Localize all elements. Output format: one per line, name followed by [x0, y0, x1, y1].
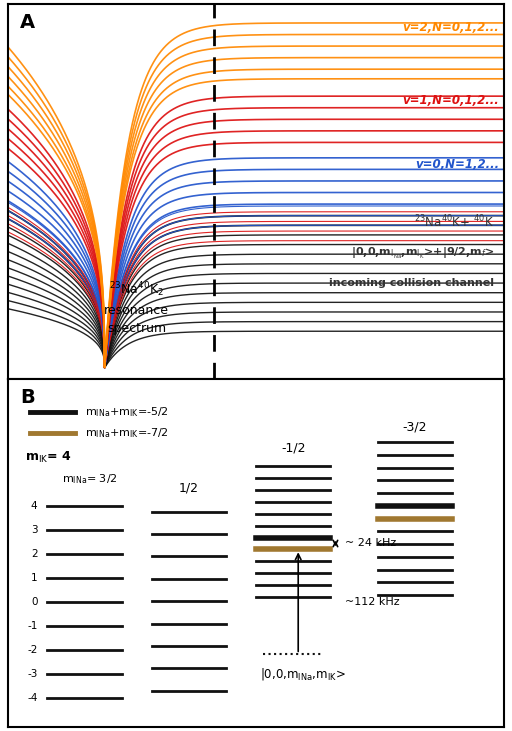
- Text: ~112 kHz: ~112 kHz: [346, 596, 400, 607]
- Text: ~ 24 kHz: ~ 24 kHz: [346, 539, 397, 548]
- Text: v=2,N=0,1,2...: v=2,N=0,1,2...: [402, 20, 499, 34]
- Text: 0: 0: [31, 597, 37, 607]
- Text: m$_{\mathrm{INa}}$+m$_{\mathrm{IK}}$=-5/2: m$_{\mathrm{INa}}$+m$_{\mathrm{IK}}$=-5/…: [84, 406, 168, 420]
- Text: 1: 1: [31, 573, 37, 583]
- Text: |0,0,m$_{\mathrm{INa}}$,m$_{\mathrm{IK}}$>: |0,0,m$_{\mathrm{INa}}$,m$_{\mathrm{IK}}…: [260, 667, 346, 683]
- Text: B: B: [20, 388, 35, 407]
- Text: -3: -3: [27, 669, 37, 679]
- Text: 4: 4: [31, 501, 37, 512]
- Text: -1/2: -1/2: [281, 442, 306, 454]
- Text: -2: -2: [27, 645, 37, 655]
- Text: m$_{\mathrm{INa}}$+m$_{\mathrm{IK}}$=-7/2: m$_{\mathrm{INa}}$+m$_{\mathrm{IK}}$=-7/…: [84, 426, 168, 440]
- Text: 3: 3: [31, 526, 37, 535]
- Text: incoming collision channel: incoming collision channel: [329, 278, 495, 288]
- Text: m$_{\mathrm{IK}}$= 4: m$_{\mathrm{IK}}$= 4: [25, 450, 72, 465]
- Text: 1/2: 1/2: [179, 481, 199, 494]
- Text: v=1,N=0,1,2...: v=1,N=0,1,2...: [402, 94, 499, 107]
- Text: v=0,N=1,2...: v=0,N=1,2...: [415, 158, 499, 171]
- Text: |0,0,m$_{\mathrm{I_{Na}}}$,m$_{\mathrm{I_K}}$>+|9/2,m$_f$>: |0,0,m$_{\mathrm{I_{Na}}}$,m$_{\mathrm{I…: [351, 246, 495, 261]
- Text: A: A: [20, 13, 35, 32]
- Text: -4: -4: [27, 693, 37, 702]
- Text: $^{23}$Na$^{40}$K$_2$
resonance
spectrum: $^{23}$Na$^{40}$K$_2$ resonance spectrum: [104, 280, 169, 335]
- Text: -3/2: -3/2: [402, 420, 427, 433]
- Text: $^{23}$Na$^{40}$K+ $^{40}$K: $^{23}$Na$^{40}$K+ $^{40}$K: [414, 214, 495, 231]
- Text: -1: -1: [27, 621, 37, 631]
- Text: 2: 2: [31, 549, 37, 559]
- Text: m$_{\mathrm{INa}}$= 3/2: m$_{\mathrm{INa}}$= 3/2: [62, 471, 117, 485]
